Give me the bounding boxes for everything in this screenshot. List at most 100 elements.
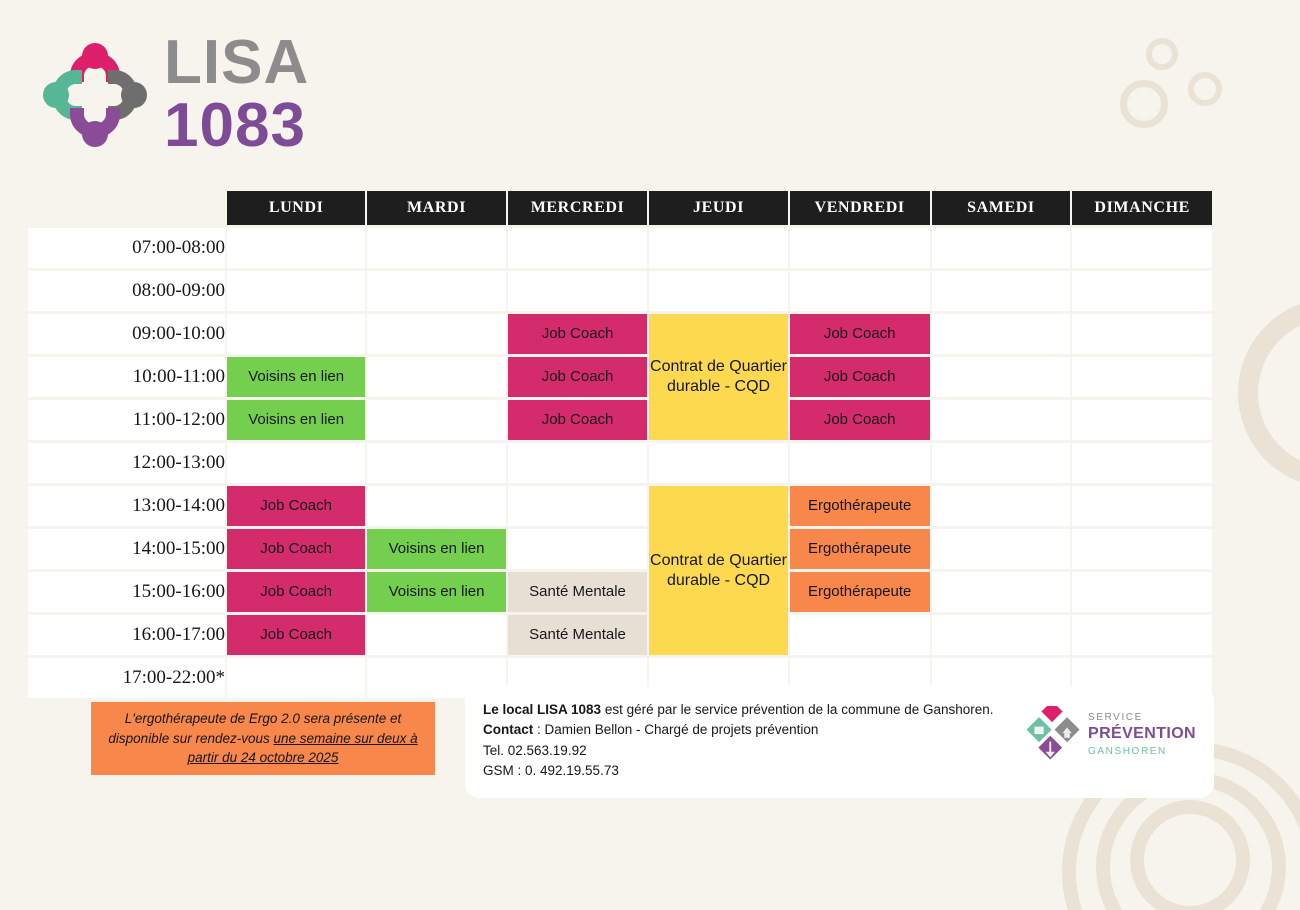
schedule-row: 16:00-17:00 Job Coach Santé Mentale	[28, 615, 1212, 655]
schedule-row: 12:00-13:00	[28, 443, 1212, 483]
ergo-note-text: L'ergothérapeute de Ergo 2.0 sera présen…	[108, 711, 402, 746]
partner-logo-strip: GANSHOREN	[0, 818, 1300, 910]
event-voisins[interactable]: Voisins en lien	[226, 357, 366, 397]
contact-phone: Tel. 02.563.19.92	[483, 742, 587, 758]
event-sante_mentale[interactable]: Santé Mentale	[507, 615, 648, 655]
day-header-samedi: SAMEDI	[931, 191, 1071, 225]
lisa-1083-logo: LISA 1083	[24, 26, 384, 166]
empty-slot	[789, 228, 930, 268]
decorative-ring-small-top	[1146, 38, 1178, 70]
event-job_coach[interactable]: Job Coach	[226, 615, 366, 655]
schedule-row: 15:00-16:00 Job Coach Voisins en lien Santé…	[28, 572, 1212, 612]
empty-slot	[1072, 572, 1212, 612]
contact-label: Contact	[483, 722, 534, 738]
schedule-body: 07:00-08:00 08:00-09:00 09:00-10:00 Job Coa…	[28, 228, 1212, 698]
schedule-header-row: LUNDI MARDI MERCREDI JEUDI VENDREDI SAME…	[28, 191, 1212, 225]
empty-slot	[931, 572, 1071, 612]
contact-line-person: Contact : Damien Bellon - Chargé de proj…	[483, 720, 1196, 740]
empty-slot	[1072, 615, 1212, 655]
empty-slot	[367, 486, 506, 526]
time-slot-label: 11:00-12:00	[28, 400, 225, 440]
empty-slot	[931, 615, 1071, 655]
time-slot-label: 10:00-11:00	[28, 357, 225, 397]
empty-slot	[226, 228, 366, 268]
time-slot-label: 14:00-15:00	[28, 529, 225, 569]
empty-slot	[1072, 443, 1212, 483]
sp-card-prevention-text: PRÉVENTION	[1088, 725, 1197, 742]
day-header-mercredi: MERCREDI	[507, 191, 648, 225]
schedule-row: 08:00-09:00	[28, 271, 1212, 311]
day-header-vendredi: VENDREDI	[789, 191, 930, 225]
ergotherapeute-note: L'ergothérapeute de Ergo 2.0 sera présen…	[91, 702, 435, 775]
time-slot-label: 16:00-17:00	[28, 615, 225, 655]
event-voisins[interactable]: Voisins en lien	[226, 400, 366, 440]
event-cqd[interactable]: Contrat de Quartier durable - CQD	[649, 486, 788, 655]
event-sante_mentale[interactable]: Santé Mentale	[507, 572, 648, 612]
event-job_coach[interactable]: Job Coach	[789, 314, 930, 354]
decorative-ring-right-edge	[1238, 298, 1300, 488]
schedule-row: 11:00-12:00 Voisins en lien Job Coach Job C…	[28, 400, 1212, 440]
empty-slot	[1072, 357, 1212, 397]
empty-slot	[226, 443, 366, 483]
empty-slot	[507, 529, 648, 569]
empty-slot	[367, 271, 506, 311]
empty-slot	[789, 615, 930, 655]
day-header-jeudi: JEUDI	[649, 191, 788, 225]
empty-slot	[226, 658, 366, 698]
empty-slot	[226, 271, 366, 311]
day-header-lundi: LUNDI	[226, 191, 366, 225]
empty-slot	[367, 400, 506, 440]
empty-slot	[507, 228, 648, 268]
event-voisins[interactable]: Voisins en lien	[367, 572, 506, 612]
contact-managed-by-rest: est géré par le service prévention de la…	[601, 702, 994, 717]
ergo-note-underlined: une semaine sur deux à partir du 24 octo…	[187, 730, 418, 766]
empty-slot	[931, 271, 1071, 311]
event-job_coach[interactable]: Job Coach	[789, 400, 930, 440]
event-job_coach[interactable]: Job Coach	[507, 314, 648, 354]
empty-slot	[507, 486, 648, 526]
empty-slot	[931, 486, 1071, 526]
schedule-row: 13:00-14:00 Job Coach Contrat de Quartier …	[28, 486, 1212, 655]
event-ergotherapeute[interactable]: Ergothérapeute	[789, 529, 930, 569]
empty-slot	[226, 314, 366, 354]
empty-slot	[789, 443, 930, 483]
empty-slot	[649, 443, 788, 483]
event-job_coach[interactable]: Job Coach	[789, 357, 930, 397]
schedule-row: 17:00-22:00*	[28, 658, 1212, 698]
service-prevention-diamond-icon	[1026, 700, 1082, 769]
empty-slot	[931, 357, 1071, 397]
time-slot-label: 13:00-14:00	[28, 486, 225, 526]
event-voisins[interactable]: Voisins en lien	[367, 529, 506, 569]
empty-slot	[367, 228, 506, 268]
empty-slot	[931, 400, 1071, 440]
event-job_coach[interactable]: Job Coach	[226, 572, 366, 612]
empty-slot	[1072, 228, 1212, 268]
sp-card-ganshoren-text: GANSHOREN	[1088, 746, 1167, 757]
weekly-schedule-table: LUNDI MARDI MERCREDI JEUDI VENDREDI SAME…	[26, 188, 1214, 701]
contact-info-card: Le local LISA 1083 est géré par le servi…	[465, 686, 1214, 798]
contact-mobile: GSM : 0. 492.19.55.73	[483, 762, 619, 778]
logo-lisa-text: LISA	[164, 28, 310, 97]
event-job_coach[interactable]: Job Coach	[507, 400, 648, 440]
event-ergotherapeute[interactable]: Ergothérapeute	[789, 486, 930, 526]
event-job_coach[interactable]: Job Coach	[507, 357, 648, 397]
decorative-ring-medium-top	[1188, 72, 1222, 106]
contact-person: : Damien Bellon - Chargé de projets prév…	[533, 722, 819, 738]
schedule-row: 07:00-08:00	[28, 228, 1212, 268]
schedule-row: 14:00-15:00 Job Coach Voisins en lien Ergot…	[28, 529, 1212, 569]
logo-1083-text: 1083	[164, 90, 306, 160]
event-cqd[interactable]: Contrat de Quartier durable - CQD	[649, 314, 788, 440]
sp-card-service-text: SERVICE	[1088, 712, 1143, 723]
empty-slot	[507, 271, 648, 311]
day-header-dimanche: DIMANCHE	[1072, 191, 1212, 225]
event-job_coach[interactable]: Job Coach	[226, 529, 366, 569]
event-ergotherapeute[interactable]: Ergothérapeute	[789, 572, 930, 612]
empty-slot	[1072, 400, 1212, 440]
empty-slot	[649, 271, 788, 311]
empty-slot	[789, 271, 930, 311]
event-job_coach[interactable]: Job Coach	[226, 486, 366, 526]
schedule-row: 09:00-10:00 Job Coach Contrat de Quartier …	[28, 314, 1212, 440]
schedule-row: 10:00-11:00 Voisins en lien Job Coach Job C…	[28, 357, 1212, 397]
time-slot-label: 15:00-16:00	[28, 572, 225, 612]
